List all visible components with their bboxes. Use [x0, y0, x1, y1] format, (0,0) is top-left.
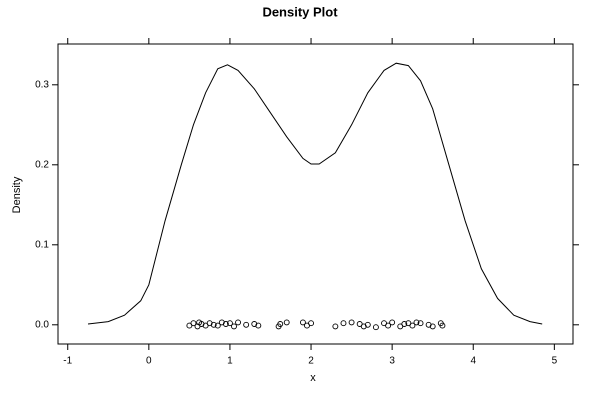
- x-tick-label: 2: [308, 356, 314, 367]
- data-point: [332, 323, 339, 330]
- data-point: [348, 319, 355, 326]
- data-point: [401, 321, 408, 327]
- data-point: [385, 322, 392, 329]
- x-tick-label: -1: [63, 356, 72, 367]
- data-point: [255, 322, 262, 329]
- x-tick-label: 1: [227, 356, 233, 367]
- x-axis-label: x: [310, 372, 316, 384]
- data-point: [210, 321, 217, 328]
- data-point: [389, 319, 396, 326]
- x-tick-label: 5: [552, 356, 558, 367]
- data-point: [340, 320, 347, 327]
- y-tick-label: 0.3: [35, 79, 49, 90]
- y-tick-label: 0.0: [35, 319, 49, 330]
- x-tick-label: 3: [389, 356, 395, 367]
- data-point: [409, 322, 416, 329]
- data-point: [235, 319, 241, 326]
- data-point: [214, 322, 221, 329]
- density-curve: [87, 62, 543, 325]
- data-point: [413, 319, 420, 326]
- data-point: [277, 321, 284, 327]
- y-tick-label: 0.2: [35, 159, 49, 170]
- chart-title: Density Plot: [262, 4, 338, 19]
- data-point: [190, 320, 197, 327]
- data-point: [429, 323, 436, 330]
- data-point: [364, 321, 371, 328]
- x-tick-label: 0: [146, 356, 152, 367]
- x-tick-label: 4: [470, 356, 476, 367]
- data-point: [439, 322, 446, 329]
- data-point: [226, 320, 233, 327]
- data-point: [243, 321, 250, 328]
- y-tick-label: 0.1: [35, 239, 49, 250]
- data-point: [231, 323, 237, 330]
- data-point: [299, 319, 306, 326]
- data-point: [283, 319, 290, 326]
- data-point: [308, 320, 314, 327]
- y-axis-label: Density: [11, 176, 23, 213]
- data-point: [417, 320, 424, 327]
- data-point: [372, 324, 379, 331]
- data-point: [222, 321, 229, 327]
- plot-frame: [57, 43, 574, 345]
